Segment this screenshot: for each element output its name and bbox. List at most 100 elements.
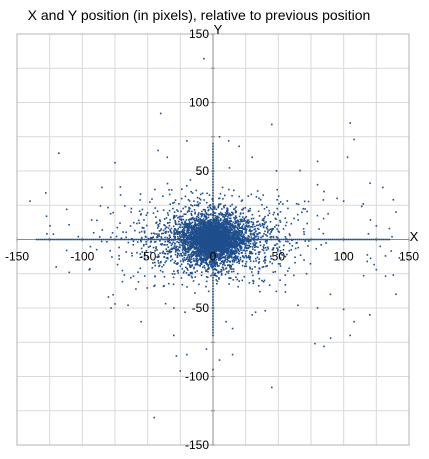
data-point — [238, 262, 241, 265]
data-point — [237, 221, 239, 223]
data-point — [229, 234, 231, 237]
data-point — [161, 195, 164, 198]
data-point — [182, 248, 185, 250]
data-point — [212, 301, 214, 304]
data-point — [225, 241, 228, 243]
data-point — [195, 260, 198, 262]
data-point — [242, 212, 245, 215]
data-point — [279, 279, 281, 281]
data-point — [261, 238, 263, 241]
data-point — [197, 216, 200, 219]
data-point — [272, 271, 275, 273]
data-point — [235, 235, 237, 237]
data-point — [244, 247, 246, 249]
data-point — [187, 248, 190, 251]
data-point — [210, 263, 213, 266]
data-point — [360, 205, 363, 208]
data-point — [249, 238, 252, 241]
data-point — [188, 221, 191, 223]
data-point — [139, 267, 142, 270]
data-point — [257, 210, 260, 213]
data-point — [173, 273, 176, 275]
data-point — [237, 231, 239, 234]
data-point — [264, 262, 266, 264]
data-point — [230, 256, 233, 258]
data-point — [229, 237, 231, 240]
data-point — [220, 262, 222, 265]
data-point — [288, 267, 290, 270]
data-point — [174, 232, 177, 234]
data-point — [228, 228, 230, 230]
data-point — [213, 245, 216, 248]
data-point — [265, 234, 267, 236]
data-point — [276, 243, 278, 245]
data-point — [167, 257, 169, 260]
data-point — [264, 215, 266, 218]
data-point — [303, 200, 306, 203]
data-point — [194, 212, 196, 215]
data-point — [177, 230, 179, 233]
data-point — [190, 238, 193, 241]
data-point — [233, 242, 236, 244]
data-point — [106, 238, 108, 241]
data-point — [75, 238, 77, 241]
data-point — [170, 250, 173, 253]
data-point — [194, 243, 196, 246]
data-point — [247, 210, 250, 213]
data-point — [190, 252, 193, 255]
data-point — [159, 112, 162, 115]
data-point — [160, 260, 162, 263]
data-point — [206, 248, 209, 251]
data-point — [201, 244, 204, 247]
data-point — [202, 222, 205, 224]
data-point — [193, 204, 196, 206]
data-point — [241, 238, 244, 241]
data-point — [219, 235, 222, 238]
data-point — [277, 224, 280, 227]
data-point — [192, 246, 195, 248]
data-point — [263, 232, 265, 235]
data-point — [166, 182, 169, 185]
data-point — [215, 233, 218, 236]
data-point — [207, 216, 210, 219]
data-point — [259, 244, 262, 247]
data-point — [215, 231, 218, 234]
data-point — [177, 210, 179, 213]
data-point — [203, 239, 206, 242]
data-point — [192, 240, 194, 243]
data-point — [229, 228, 232, 230]
data-point — [235, 250, 237, 253]
data-point — [188, 207, 190, 210]
data-point — [267, 247, 270, 250]
data-point — [188, 229, 191, 232]
data-point — [306, 238, 308, 241]
data-point — [219, 271, 221, 273]
data-point — [241, 252, 243, 254]
data-point — [288, 249, 291, 252]
data-point — [221, 247, 224, 250]
data-point — [161, 238, 163, 241]
data-point — [177, 253, 179, 255]
data-point — [309, 262, 312, 265]
data-point — [235, 220, 238, 223]
data-point — [69, 238, 71, 241]
data-point — [214, 217, 217, 219]
data-point — [246, 226, 249, 228]
data-point — [201, 247, 203, 249]
data-point — [277, 195, 280, 197]
data-point — [197, 252, 200, 255]
data-point — [240, 235, 243, 238]
data-point — [221, 237, 224, 240]
data-point — [316, 214, 319, 217]
data-point — [193, 209, 196, 211]
data-point — [172, 225, 175, 228]
data-point — [225, 245, 228, 247]
data-point — [278, 246, 281, 248]
data-point — [145, 214, 148, 216]
data-point — [232, 243, 235, 245]
data-point — [210, 207, 212, 210]
data-point — [232, 249, 235, 252]
data-point — [161, 243, 164, 245]
data-point — [220, 213, 222, 216]
data-point — [196, 215, 198, 218]
